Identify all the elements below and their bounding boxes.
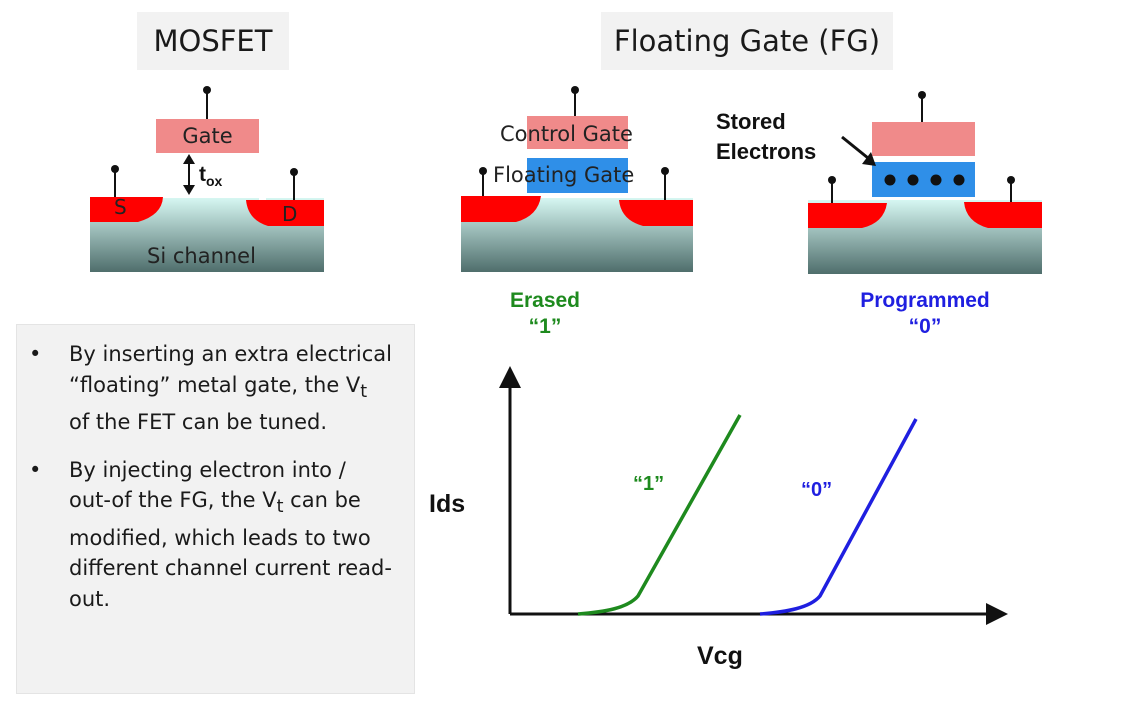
electron [907,174,919,186]
floating-gate-title-text: Floating Gate (FG) [613,24,881,58]
bullet1-post: of the FET can be tuned. [69,410,328,435]
bullet1-sub: t [360,381,368,402]
series-label-programmed: “0” [801,479,832,501]
programmed-state-label: Programmed “0” [830,288,1020,340]
floating-gate-title: Floating Gate (FG) [601,12,893,70]
mosfet-source [90,197,163,222]
bullet-item: • By inserting an extra electrical “floa… [29,339,394,438]
series-label-erased: “1” [633,473,664,495]
electron [953,174,965,186]
fg-programmed-structure [808,91,1042,274]
x-axis-label: Vcg [697,642,743,670]
floating-gate-label: Floating Gate [493,163,635,187]
y-axis-arrow [499,366,521,388]
y-axis-label: Ids [429,490,465,518]
stored-line1: Stored [716,109,786,134]
erased-control-gate [527,116,628,149]
stored-electrons-arrow [841,135,869,160]
bullet-item: • By injecting electron into / out-of th… [29,455,394,615]
erased-floating-gate [527,158,628,193]
tox-label: tox [199,163,222,189]
device-structures [90,86,1042,274]
control-gate-label: Control Gate [500,122,633,146]
erased-value: “1” [528,315,562,338]
bullet1-pre: By inserting an extra electrical “floati… [69,342,392,397]
bullet2-post: can be modified, which leads to two diff… [69,488,392,611]
tox-main: t [199,163,206,186]
stored-line2: Electrons [716,139,817,164]
explanation-box: • By inserting an extra electrical “floa… [16,324,415,694]
programmed-control-gate [872,122,975,156]
erased-state-label: Erased “1” [480,288,610,340]
drain-label: D [282,202,298,226]
bullet-dot: • [29,457,42,482]
tox-sub: ox [206,173,223,190]
bullet2-sub: t [276,497,284,518]
erased-name: Erased [509,289,581,312]
mosfet-title-text: MOSFET [153,24,273,58]
bullet-dot: • [29,342,42,366]
ids-vcg-chart: “1” “0” Ids Vcg [429,366,1008,670]
curve-programmed [759,418,918,616]
source-label: S [114,195,127,219]
mosfet-drain [246,200,324,226]
mosfet-structure [90,86,324,272]
mosfet-gate-label: Gate [182,124,233,148]
programmed-value: “0” [908,315,942,338]
programmed-name: Programmed [860,289,990,312]
mosfet-gate: Gate [156,119,259,153]
x-axis-arrow [986,603,1008,625]
electron [930,174,942,186]
stored-electrons-label: Stored Electrons [716,107,816,167]
mosfet-title: MOSFET [137,12,289,70]
bullet2-pre: By injecting electron into / out-of the … [69,457,346,513]
bullet-list: • By inserting an extra electrical “floa… [17,325,414,614]
channel-label: Si channel [147,244,256,268]
curve-erased [577,414,742,616]
fg-erased-structure [461,86,693,272]
electron [884,174,896,186]
